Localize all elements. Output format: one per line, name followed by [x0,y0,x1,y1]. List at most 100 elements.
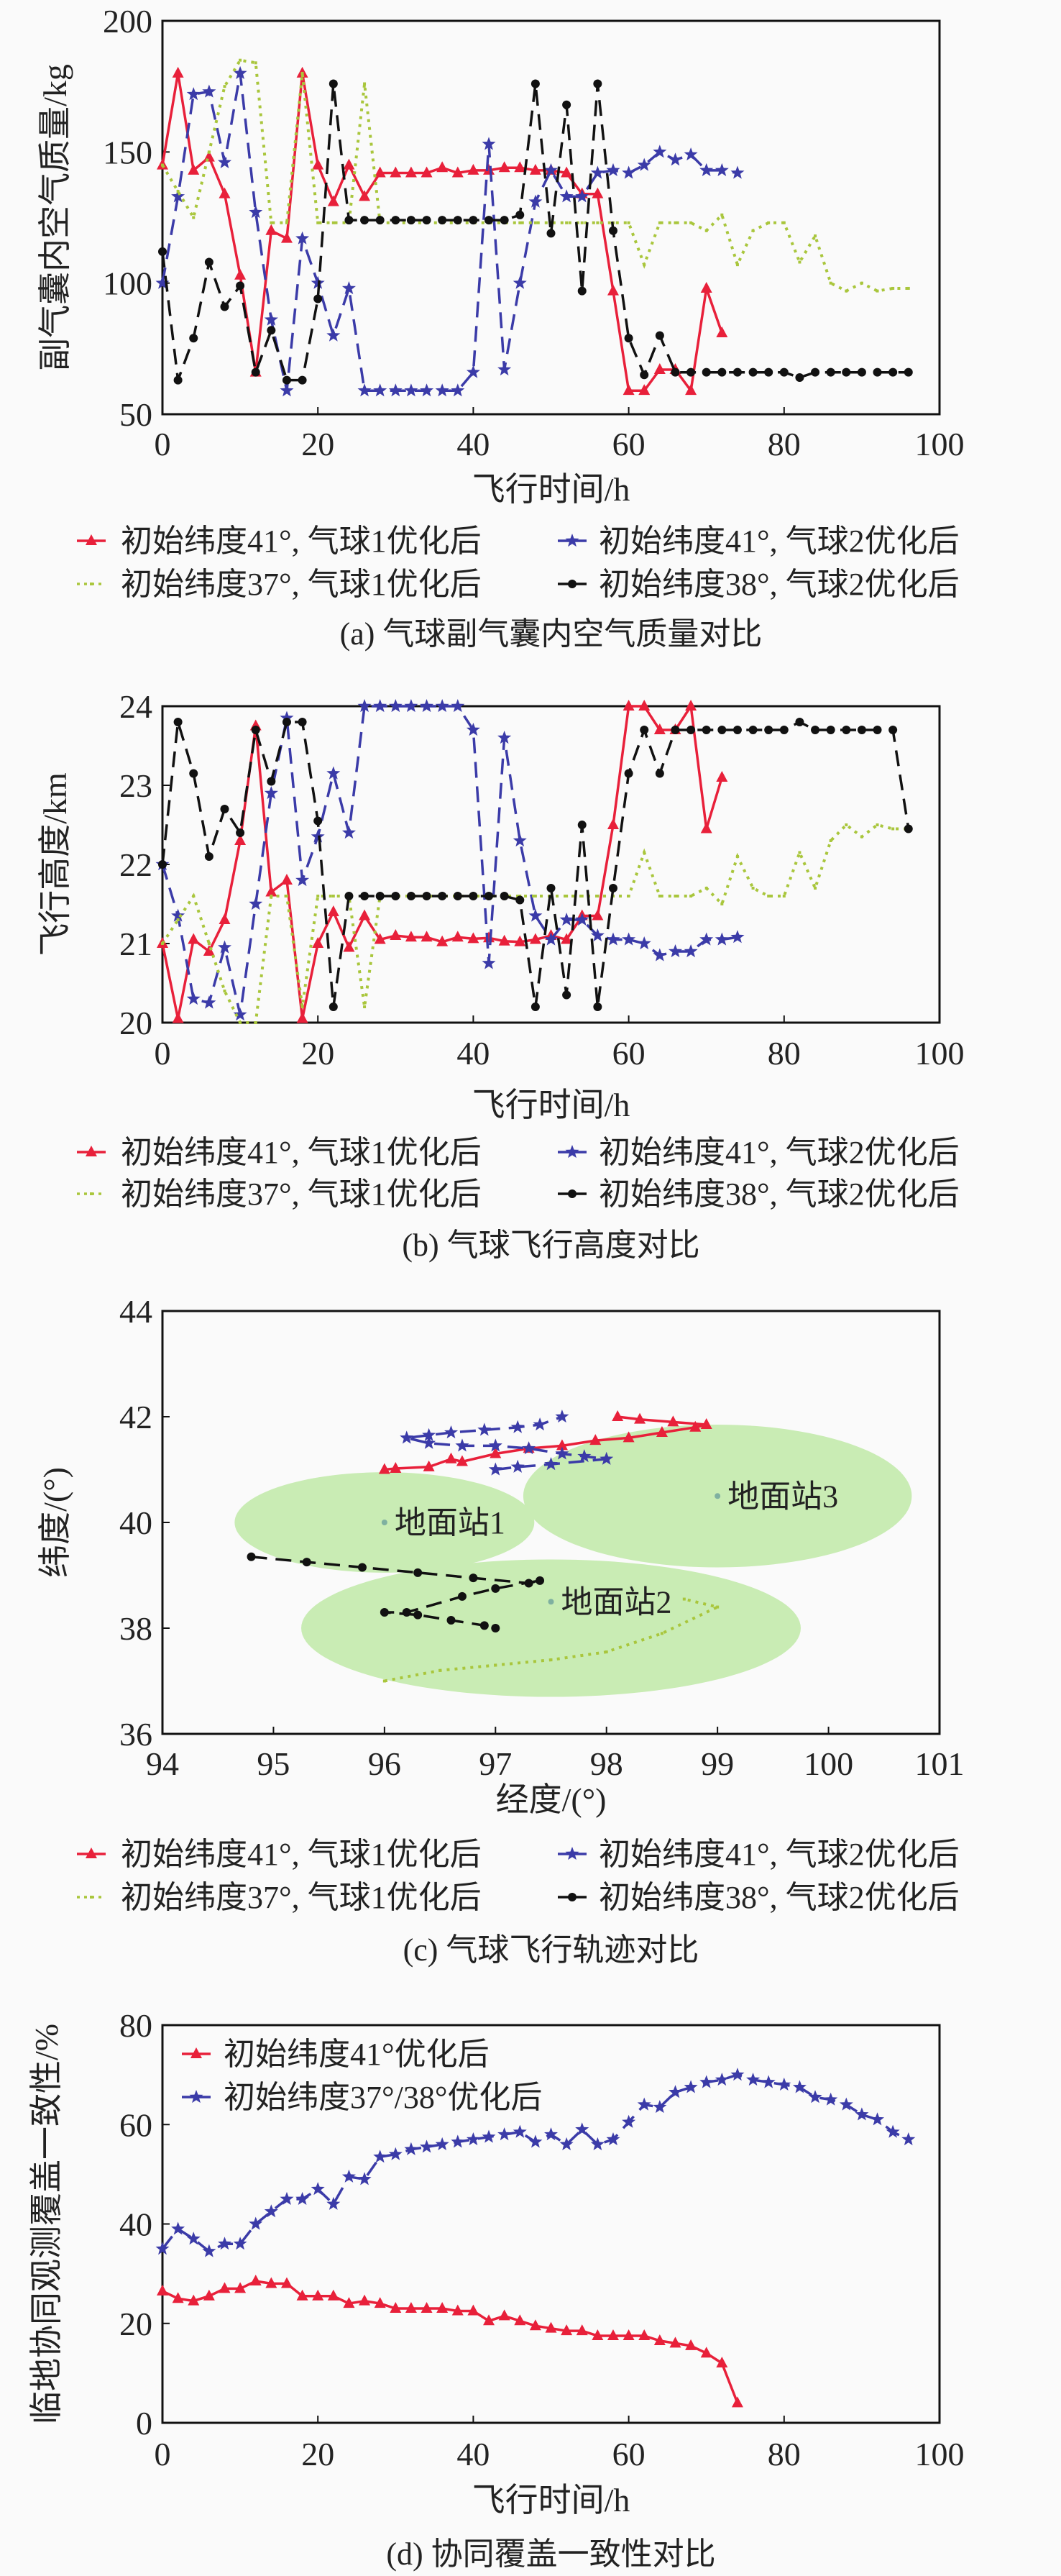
data-point [296,1012,308,1023]
data-point [388,699,403,713]
data-point [251,367,260,377]
data-point [792,2080,807,2093]
x-axis-label: 飞行时间/h [472,1087,630,1123]
data-point [660,1632,663,1635]
data-point [497,2127,512,2141]
y-tick-label: 200 [103,3,152,40]
data-point [592,909,604,921]
data-point [904,367,913,377]
legend-label: 初始纬度38°, 气球2优化后 [599,1177,960,1212]
data-point [267,326,276,335]
x-tick-label: 80 [768,426,801,462]
data-point [466,2132,480,2146]
data-point [375,216,385,225]
data-point [764,726,773,734]
x-tick-label: 95 [257,1745,290,1782]
data-point [438,216,447,225]
data-point [498,161,510,173]
data-point [593,1002,602,1011]
data-point [658,895,661,898]
data-point [795,718,804,726]
legend-marker [90,583,93,585]
data-point [627,895,630,898]
data-point [735,855,739,858]
series-3 [247,1552,545,1632]
data-point [327,905,339,916]
data-point [388,383,403,397]
series-0 [157,700,728,1023]
data-point [484,892,494,900]
data-point [451,2304,464,2316]
data-point [829,839,832,842]
y-tick-label: 100 [103,265,152,302]
legend-item: 初始纬度41°, 气球1优化后 [77,524,482,559]
data-point [435,2137,449,2150]
data-point [285,221,288,224]
x-tick-label: 101 [915,1745,965,1782]
data-point [782,221,786,224]
panel-caption: (a) 气球副气囊内空气质量对比 [340,616,763,652]
data-point [172,2292,184,2303]
data-point [699,2075,714,2088]
data-point [494,1663,497,1667]
data-point [316,895,320,898]
panel-caption: (c) 气球飞行轨迹对比 [403,1932,699,1968]
data-point [777,2077,791,2091]
x-tick-label: 40 [456,1035,490,1072]
data-point [189,769,198,778]
data-point [300,1005,304,1008]
data-point [451,699,465,713]
legend-marker [568,1189,577,1198]
data-point [684,2080,698,2093]
data-point [223,990,226,992]
data-point [264,2204,278,2218]
data-point [467,163,479,175]
data-point [638,384,651,396]
x-tick-label: 100 [915,426,965,462]
panel-a: 0 20 40 60 80 100 50 100 150 200 飞行时间/h 副气囊内空气质量/kg… [37,3,965,652]
data-point [172,1012,184,1023]
x-tick-label: 100 [915,2436,965,2472]
data-point [655,331,664,340]
data-point [886,2124,900,2138]
data-point [373,383,387,397]
data-point [514,935,526,946]
data-point [374,166,386,178]
data-point [685,384,697,396]
data-point [814,234,817,238]
legend-label: 初始纬度37°, 气球1优化后 [121,1177,482,1212]
data-point [544,1457,558,1471]
data-point [467,2304,479,2316]
data-point [390,1462,402,1474]
data-point [295,2191,310,2205]
data-point [562,100,571,109]
data-point [655,769,664,778]
data-point [313,816,323,826]
data-point [674,221,677,224]
data-point [343,2297,355,2308]
legend-item: 初始纬度37°, 气球1优化后 [77,1177,482,1212]
data-point [700,281,712,293]
data-point [717,367,727,377]
data-point [357,1563,367,1572]
data-point [686,726,696,734]
data-point [592,187,604,198]
data-point [251,726,260,734]
y-axis-label: 临地协同观测覆盖一致性/% [28,2024,65,2424]
legend-label: 初始纬度41°优化后 [224,2037,490,2072]
data-point [533,221,537,224]
data-point [592,2329,604,2341]
data-point [559,913,574,926]
data-point [189,334,198,343]
data-point [559,189,574,203]
ground-station-marker [715,1493,721,1499]
data-point [811,367,820,377]
data-point [637,2097,651,2111]
data-point [623,2329,635,2341]
data-point [327,2289,339,2301]
data-point [779,367,789,377]
data-point [220,805,229,813]
data-point [510,1459,525,1473]
data-point [607,284,619,296]
legend-marker [189,2090,203,2104]
